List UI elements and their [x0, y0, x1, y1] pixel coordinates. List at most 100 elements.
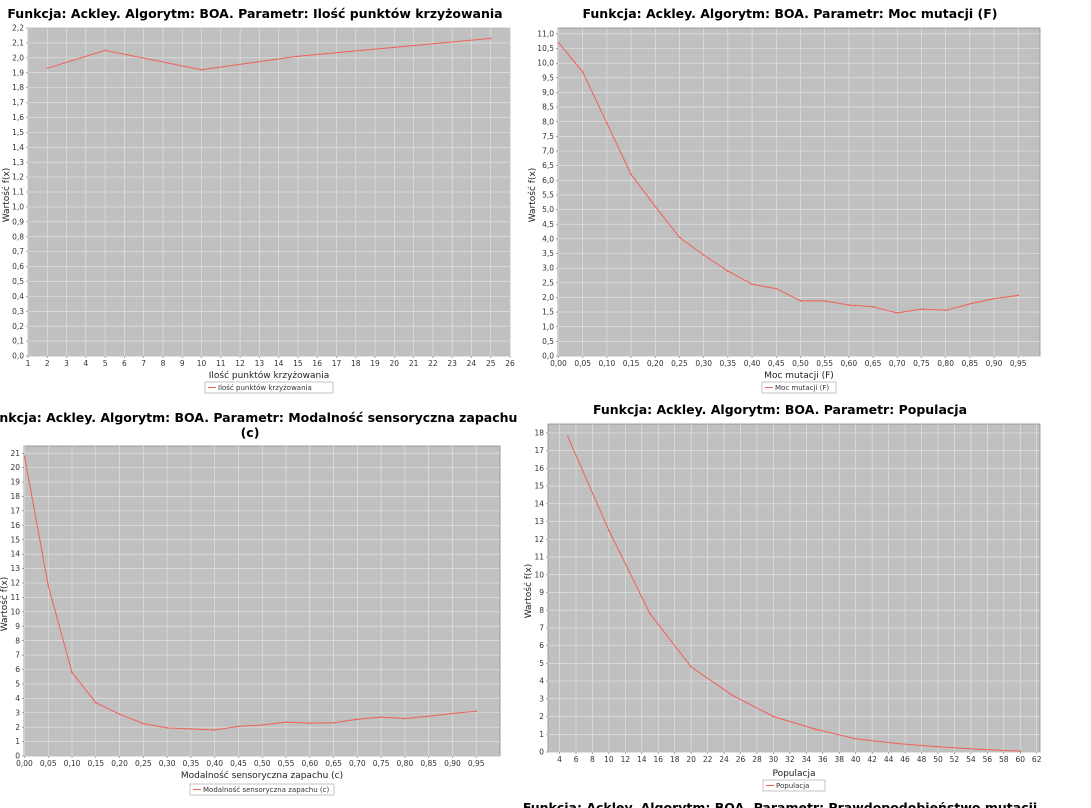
x-tick-label: 14 [274, 359, 284, 368]
data-point [475, 710, 478, 713]
x-axis-label: Ilość punktów krzyżowania [209, 370, 330, 381]
y-tick-label: 13 [10, 564, 20, 573]
data-point [489, 37, 492, 40]
x-tick-label: 14 [637, 755, 647, 764]
x-tick-label: 0,05 [574, 359, 591, 368]
x-tick-label: 15 [293, 359, 303, 368]
data-point [581, 71, 584, 73]
y-tick-label: 15 [534, 482, 544, 491]
y-tick-label: 3 [539, 694, 544, 703]
x-tick-label: 28 [752, 755, 762, 764]
data-point [297, 55, 299, 58]
x-tick-label: 8 [161, 359, 166, 368]
x-tick-label: 17 [332, 359, 342, 368]
y-tick-label: 0,6 [12, 262, 24, 271]
x-tick-label: 32 [785, 755, 795, 764]
data-point [427, 715, 430, 718]
x-tick-label: 0,90 [444, 759, 461, 768]
y-tick-label: 4,5 [542, 220, 554, 229]
y-tick-label: 0,9 [12, 217, 24, 226]
x-tick-label: 18 [670, 755, 680, 764]
x-tick-label: 0,35 [720, 359, 737, 368]
x-tick-label: 30 [769, 755, 779, 764]
x-tick-label: 52 [950, 755, 960, 764]
data-point [920, 308, 923, 311]
y-axis-label: Wartość f(x) [0, 577, 10, 632]
x-axis-label: Moc mutacji (F) [764, 371, 834, 381]
y-tick-label: 0,3 [12, 307, 24, 316]
y-tick-label: 6,0 [542, 176, 554, 185]
data-point [772, 715, 775, 718]
y-tick-label: 2,0 [12, 53, 24, 62]
x-tick-label: 3 [64, 359, 69, 368]
y-tick-label: 18 [10, 492, 20, 501]
x-tick-label: 25 [486, 359, 496, 368]
x-tick-label: 34 [802, 755, 812, 764]
x-tick-label: 0,95 [1010, 359, 1027, 368]
y-tick-label: 1 [539, 730, 544, 739]
x-tick-label: 12 [621, 755, 631, 764]
chart-population: Funkcja: Ackley. Algorytm: BOA. Parametr… [523, 402, 1042, 792]
y-tick-label: 1,5 [542, 308, 554, 317]
legend-label: Populacja [776, 782, 809, 790]
y-tick-label: 0,1 [12, 337, 24, 346]
y-tick-label: 7 [15, 651, 20, 660]
y-tick-label: 1 [15, 737, 20, 746]
legend-label: Modalność sensoryczna zapachu (c) [203, 786, 329, 794]
y-tick-label: 0,4 [12, 292, 24, 301]
y-tick-label: 1,6 [12, 113, 24, 122]
data-point [605, 122, 608, 125]
x-tick-label: 1 [26, 359, 31, 368]
cut-off-chart-title: Funkcja: Ackley. Algorytm: BOA. Parametr… [523, 800, 1037, 808]
chart-title-line2: (c) [241, 425, 260, 440]
y-tick-label: 1,2 [12, 173, 24, 182]
x-tick-label: 46 [900, 755, 910, 764]
y-tick-label: 1,1 [12, 188, 24, 197]
x-tick-label: 0,65 [865, 359, 882, 368]
data-point [823, 300, 826, 302]
y-tick-label: 1,0 [12, 203, 24, 212]
x-tick-label: 0,50 [792, 359, 809, 368]
data-point [854, 737, 857, 740]
x-tick-label: 22 [703, 755, 713, 764]
y-tick-label: 14 [534, 499, 544, 508]
x-tick-label: 22 [428, 359, 438, 368]
x-tick-label: 0,50 [254, 759, 271, 768]
x-tick-label: 0,20 [111, 759, 128, 768]
data-point [94, 701, 97, 704]
data-point [1019, 750, 1022, 753]
data-point [200, 68, 203, 71]
data-point [47, 584, 50, 587]
y-tick-label: 0 [539, 748, 544, 757]
y-tick-label: 2,5 [542, 278, 554, 287]
y-tick-label: 1,7 [12, 98, 24, 107]
data-point [451, 712, 454, 715]
y-tick-label: 1,3 [12, 158, 24, 167]
y-tick-label: 10,0 [537, 59, 554, 68]
data-point [261, 724, 264, 726]
x-tick-label: 62 [1032, 755, 1042, 764]
y-tick-label: 1,0 [542, 322, 554, 331]
legend-box [761, 381, 837, 394]
y-tick-label: 8 [539, 606, 544, 615]
x-tick-label: 9 [180, 359, 185, 368]
y-tick-label: 2,1 [12, 39, 24, 48]
x-tick-label: 11 [216, 359, 226, 368]
x-tick-label: 6 [574, 755, 579, 764]
chart-title: Funkcja: Ackley. Algorytm: BOA. Parametr… [0, 410, 517, 425]
x-tick-label: 24 [467, 359, 477, 368]
x-tick-label: 0,75 [373, 759, 390, 768]
data-point [937, 745, 939, 748]
y-tick-label: 0 [15, 752, 20, 761]
data-point [566, 435, 569, 438]
data-point [896, 312, 899, 314]
data-point [607, 529, 610, 532]
x-tick-label: 0,55 [816, 359, 833, 368]
x-tick-label: 13 [255, 359, 265, 368]
y-tick-label: 0,7 [12, 247, 24, 256]
y-tick-label: 2 [539, 712, 544, 721]
data-point [23, 455, 26, 457]
chart-sensory-modality: Funkcja: Ackley. Algorytm: BOA. Parametr… [0, 410, 517, 796]
y-tick-label: 10,5 [537, 44, 554, 53]
chart-title: Funkcja: Ackley. Algorytm: BOA. Parametr… [593, 402, 967, 417]
